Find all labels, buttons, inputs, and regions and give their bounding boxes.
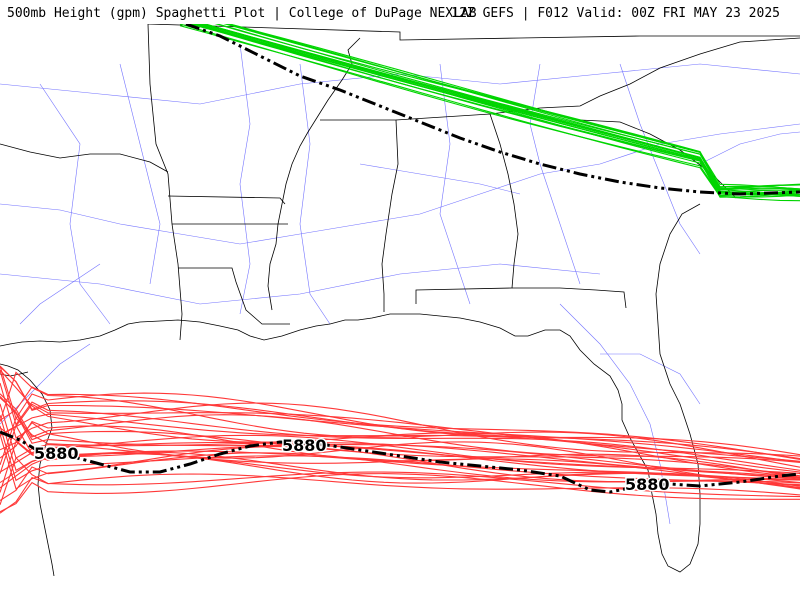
ensemble-member-line (0, 382, 800, 457)
map-panel: 5880 5880 5880 (0, 24, 800, 576)
highway-line (19, 263, 101, 325)
border-line (512, 287, 627, 309)
ensemble-member-line (0, 422, 800, 487)
highway-line (359, 163, 521, 195)
border-line (320, 119, 399, 312)
highway-line (0, 263, 601, 305)
contour-label: 5880 (34, 444, 79, 463)
highway-line (39, 83, 111, 325)
ensemble-member-line (0, 366, 800, 460)
highway-line (299, 63, 331, 325)
ensemble-member-line (187, 24, 800, 197)
border-line (147, 24, 183, 341)
ensemble-member-line (0, 452, 800, 501)
contour-label: 5880 (282, 436, 327, 455)
highway-line (439, 63, 471, 305)
ensemble-member-line (190, 24, 800, 198)
highway-line (619, 63, 701, 255)
border-line (0, 143, 169, 173)
border-line (167, 195, 286, 205)
ensemble-member-line (198, 24, 800, 191)
ensemble-member-line (179, 25, 800, 202)
ensemble-member-line (0, 403, 800, 462)
ensemble-member-line (0, 365, 800, 463)
highway-line (699, 131, 800, 165)
map-canvas: 5880 5880 5880 (0, 24, 800, 576)
highway-line (529, 63, 581, 285)
highway-line (119, 63, 161, 285)
contour-label: 5880 (625, 475, 670, 494)
border-line (395, 113, 519, 304)
border-line (178, 267, 290, 325)
header-bar: 500mb Height (gpm) Spaghetti Plot | Coll… (0, 0, 800, 24)
ensemble-member-line (0, 473, 800, 514)
ensemble-member-line (0, 393, 800, 463)
border-line (489, 37, 800, 115)
plot-title: 500mb Height (gpm) Spaghetti Plot | Coll… (7, 6, 477, 21)
ensemble-member-line (0, 456, 800, 505)
run-valid-time: 12Z GEFS | F012 Valid: 00Z FRI MAY 23 20… (451, 6, 780, 21)
ensemble-member-line (0, 396, 800, 480)
ensemble-member-line (0, 386, 800, 460)
ensemble-mean-north (185, 24, 800, 196)
highway-line (600, 353, 701, 405)
contour-labels: 5880 5880 5880 (33, 435, 672, 496)
north-ensemble-members (179, 24, 800, 202)
ensemble-member-line (0, 473, 800, 513)
highway-line (239, 43, 251, 315)
ensemble-member-line (223, 24, 800, 190)
border-line (147, 24, 800, 41)
ensemble-member-line (0, 425, 800, 486)
ensemble-member-line (224, 24, 800, 190)
ensemble-member-line (0, 371, 800, 468)
footer-bar (0, 576, 800, 600)
ensemble-member-line (0, 440, 800, 493)
ensemble-member-line (195, 24, 800, 197)
ensemble-mean-south (0, 430, 800, 494)
